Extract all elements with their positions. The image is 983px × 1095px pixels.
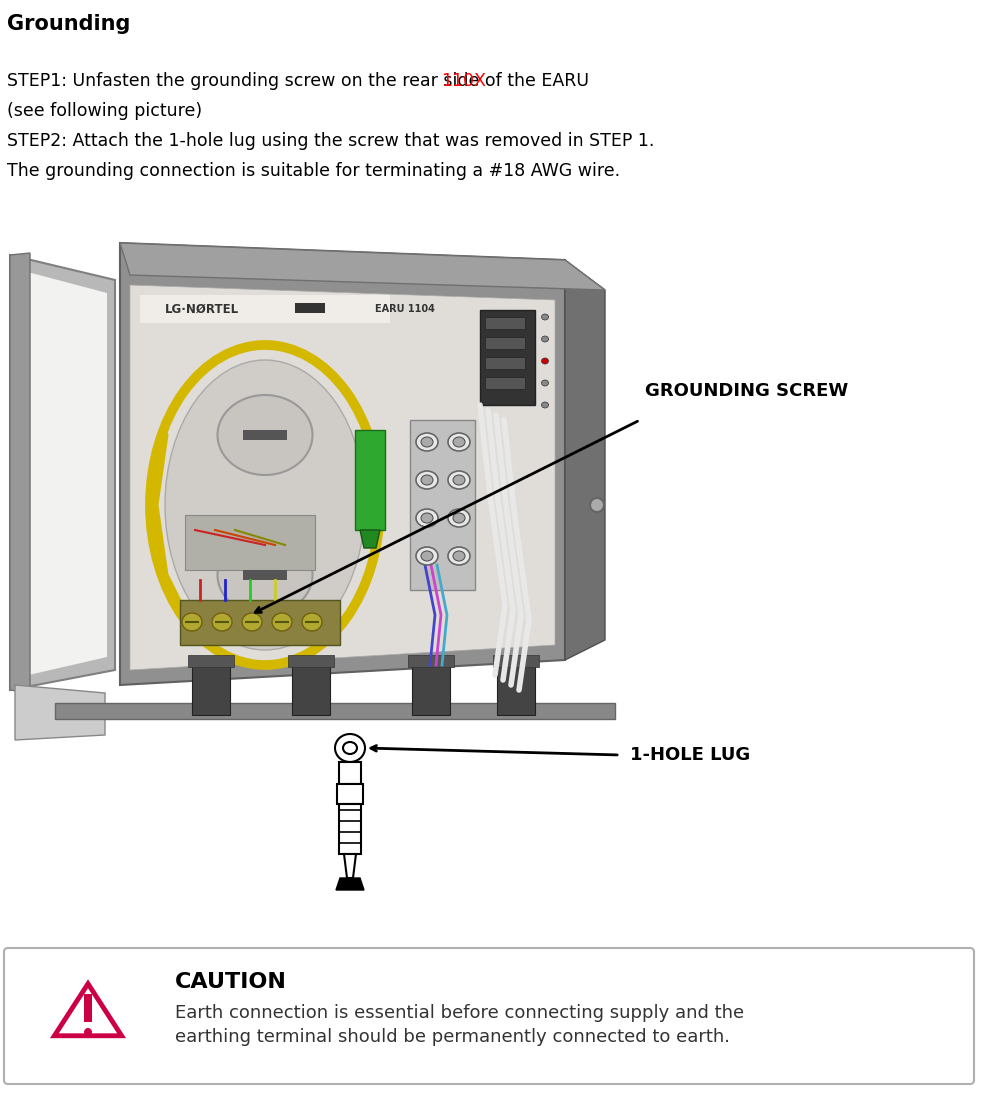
Ellipse shape — [448, 433, 470, 451]
Ellipse shape — [272, 613, 292, 631]
Polygon shape — [120, 243, 605, 290]
Polygon shape — [565, 260, 605, 660]
Ellipse shape — [416, 509, 438, 527]
Text: LG·NØRTEL: LG·NØRTEL — [165, 302, 239, 315]
Polygon shape — [15, 685, 105, 740]
Bar — [497, 660, 535, 715]
Ellipse shape — [421, 512, 433, 523]
Polygon shape — [344, 854, 356, 878]
Polygon shape — [336, 878, 364, 890]
Bar — [185, 515, 315, 570]
Bar — [408, 655, 454, 667]
Ellipse shape — [448, 471, 470, 489]
Ellipse shape — [416, 433, 438, 451]
Bar — [55, 703, 615, 719]
Bar — [410, 420, 475, 590]
Ellipse shape — [590, 498, 604, 512]
Bar — [485, 316, 525, 328]
Ellipse shape — [453, 551, 465, 561]
Polygon shape — [120, 243, 565, 685]
Ellipse shape — [182, 613, 202, 631]
Bar — [339, 804, 361, 854]
Polygon shape — [10, 255, 115, 690]
Bar — [480, 310, 535, 405]
Ellipse shape — [302, 613, 322, 631]
Bar — [188, 655, 234, 667]
Ellipse shape — [217, 535, 313, 615]
Ellipse shape — [453, 437, 465, 447]
Bar — [412, 660, 450, 715]
Ellipse shape — [165, 360, 365, 650]
Text: STEP2: Attach the 1-hole lug using the screw that was removed in STEP 1.: STEP2: Attach the 1-hole lug using the s… — [7, 132, 655, 150]
Bar — [485, 357, 525, 369]
Ellipse shape — [416, 548, 438, 565]
Bar — [485, 377, 525, 389]
Ellipse shape — [335, 734, 365, 762]
Bar — [243, 430, 287, 440]
Bar — [192, 660, 230, 715]
Text: (see following picture): (see following picture) — [7, 102, 202, 120]
Bar — [339, 762, 361, 784]
Bar — [84, 994, 92, 1022]
Ellipse shape — [217, 395, 313, 475]
Bar — [288, 655, 334, 667]
FancyBboxPatch shape — [4, 948, 974, 1084]
Ellipse shape — [542, 314, 549, 320]
Bar — [295, 303, 325, 313]
Ellipse shape — [453, 512, 465, 523]
Bar — [337, 784, 363, 804]
Bar — [485, 337, 525, 349]
Ellipse shape — [84, 1028, 92, 1036]
Ellipse shape — [448, 509, 470, 527]
Ellipse shape — [421, 437, 433, 447]
Ellipse shape — [542, 380, 549, 387]
Polygon shape — [54, 983, 122, 1036]
Text: 110X: 110X — [441, 72, 486, 90]
Bar — [180, 600, 340, 645]
Ellipse shape — [416, 471, 438, 489]
Text: Earth connection is essential before connecting supply and the: Earth connection is essential before con… — [175, 1004, 744, 1022]
Bar — [243, 570, 287, 580]
Polygon shape — [360, 530, 380, 548]
Ellipse shape — [542, 402, 549, 408]
Ellipse shape — [448, 548, 470, 565]
Text: EARU 1104: EARU 1104 — [375, 304, 434, 314]
Ellipse shape — [421, 475, 433, 485]
Bar — [140, 295, 390, 323]
Polygon shape — [130, 285, 555, 670]
Text: CAUTION: CAUTION — [175, 972, 287, 992]
Text: 1-HOLE LUG: 1-HOLE LUG — [630, 746, 750, 764]
Ellipse shape — [212, 613, 232, 631]
Polygon shape — [20, 270, 107, 677]
Text: STEP1: Unfasten the grounding screw on the rear side of the EARU: STEP1: Unfasten the grounding screw on t… — [7, 72, 595, 90]
Bar — [493, 655, 539, 667]
Ellipse shape — [421, 551, 433, 561]
Bar — [292, 660, 330, 715]
Ellipse shape — [453, 475, 465, 485]
Ellipse shape — [343, 742, 357, 754]
Text: earthing terminal should be permanently connected to earth.: earthing terminal should be permanently … — [175, 1028, 730, 1046]
Text: GROUNDING SCREW: GROUNDING SCREW — [645, 382, 848, 400]
Text: The grounding connection is suitable for terminating a #18 AWG wire.: The grounding connection is suitable for… — [7, 162, 620, 180]
Ellipse shape — [242, 613, 262, 631]
Text: Grounding: Grounding — [7, 14, 131, 34]
Ellipse shape — [542, 336, 549, 342]
Polygon shape — [10, 253, 30, 693]
Bar — [355, 430, 385, 530]
Ellipse shape — [542, 358, 549, 364]
